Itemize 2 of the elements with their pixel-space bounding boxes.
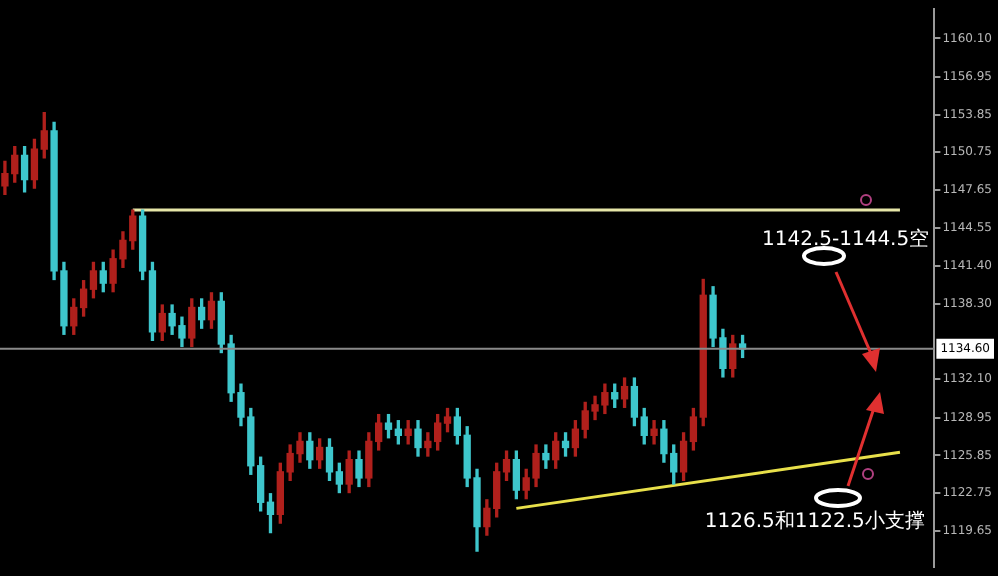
annotation: 1126.5和1122.5小支撑	[704, 509, 925, 534]
annotation: 1142.5-1144.5空	[762, 226, 930, 251]
